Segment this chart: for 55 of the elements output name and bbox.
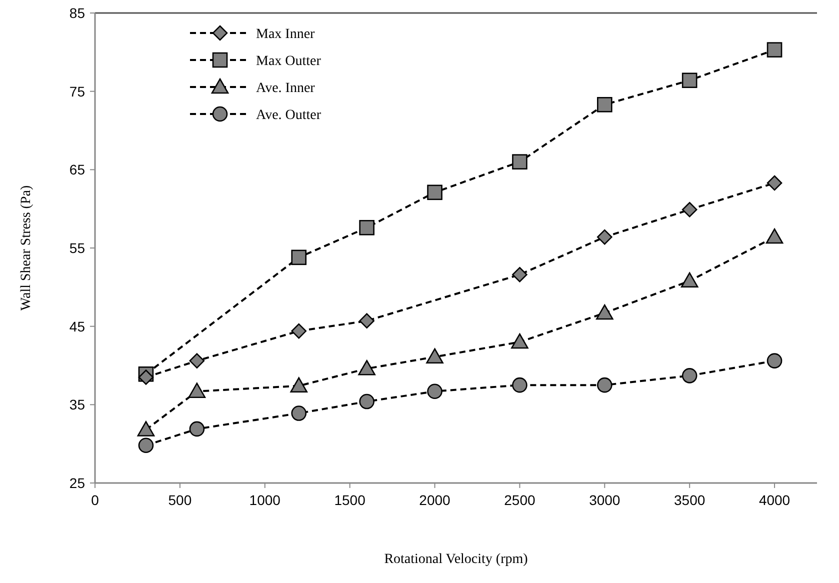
point (512, 266, 528, 282)
x-tick-label: 3000 (589, 492, 620, 508)
point (596, 377, 612, 393)
x-tick-label: 2000 (419, 492, 451, 508)
point (596, 229, 612, 245)
point (291, 406, 307, 421)
y-tick-label: 65 (69, 162, 86, 178)
point (189, 353, 205, 368)
point (427, 384, 442, 399)
point (137, 421, 155, 436)
y-tick-label: 85 (69, 5, 86, 21)
point (682, 368, 698, 384)
point (682, 72, 698, 88)
y-tick-label: 55 (69, 240, 86, 256)
point (189, 421, 205, 437)
legend-label: Max Outter (256, 54, 322, 69)
point (596, 304, 614, 320)
y-tick-label: 25 (69, 475, 86, 491)
x-tick-label: 500 (168, 492, 192, 508)
point (359, 220, 374, 236)
legend-label: Ave. Inner (256, 81, 316, 96)
point (359, 394, 374, 410)
x-tick-label: 4000 (758, 492, 790, 508)
point (291, 250, 307, 266)
point (766, 42, 782, 58)
point (511, 333, 528, 349)
y-tick-label: 75 (69, 83, 86, 100)
point (358, 360, 376, 376)
point (291, 323, 307, 339)
point (596, 97, 612, 112)
x-tick-label: 0 (91, 492, 100, 508)
point (138, 438, 154, 454)
point (512, 377, 528, 393)
y-tick-label: 45 (69, 318, 86, 334)
point (426, 348, 444, 364)
point (766, 175, 782, 191)
y-tick-label: 35 (69, 396, 86, 413)
point (359, 313, 374, 328)
point (138, 370, 154, 385)
point (766, 353, 782, 368)
x-axis-title: Rotational Velocity (rpm) (384, 552, 528, 567)
point (427, 184, 442, 200)
x-tick-label: 2500 (504, 492, 536, 508)
point (766, 228, 784, 244)
point (188, 382, 206, 398)
x-tick-label: 3500 (674, 492, 706, 508)
point (680, 272, 698, 288)
legend-label: Ave. Outter (256, 108, 322, 123)
x-tick-label: 1500 (334, 492, 366, 508)
point (682, 202, 698, 218)
x-tick-label: 1000 (249, 492, 281, 508)
point (512, 154, 528, 170)
point (290, 377, 308, 393)
y-axis-title: Wall Shear Stress (Pa) (19, 185, 34, 311)
legend-label: Max Inner (256, 27, 316, 42)
